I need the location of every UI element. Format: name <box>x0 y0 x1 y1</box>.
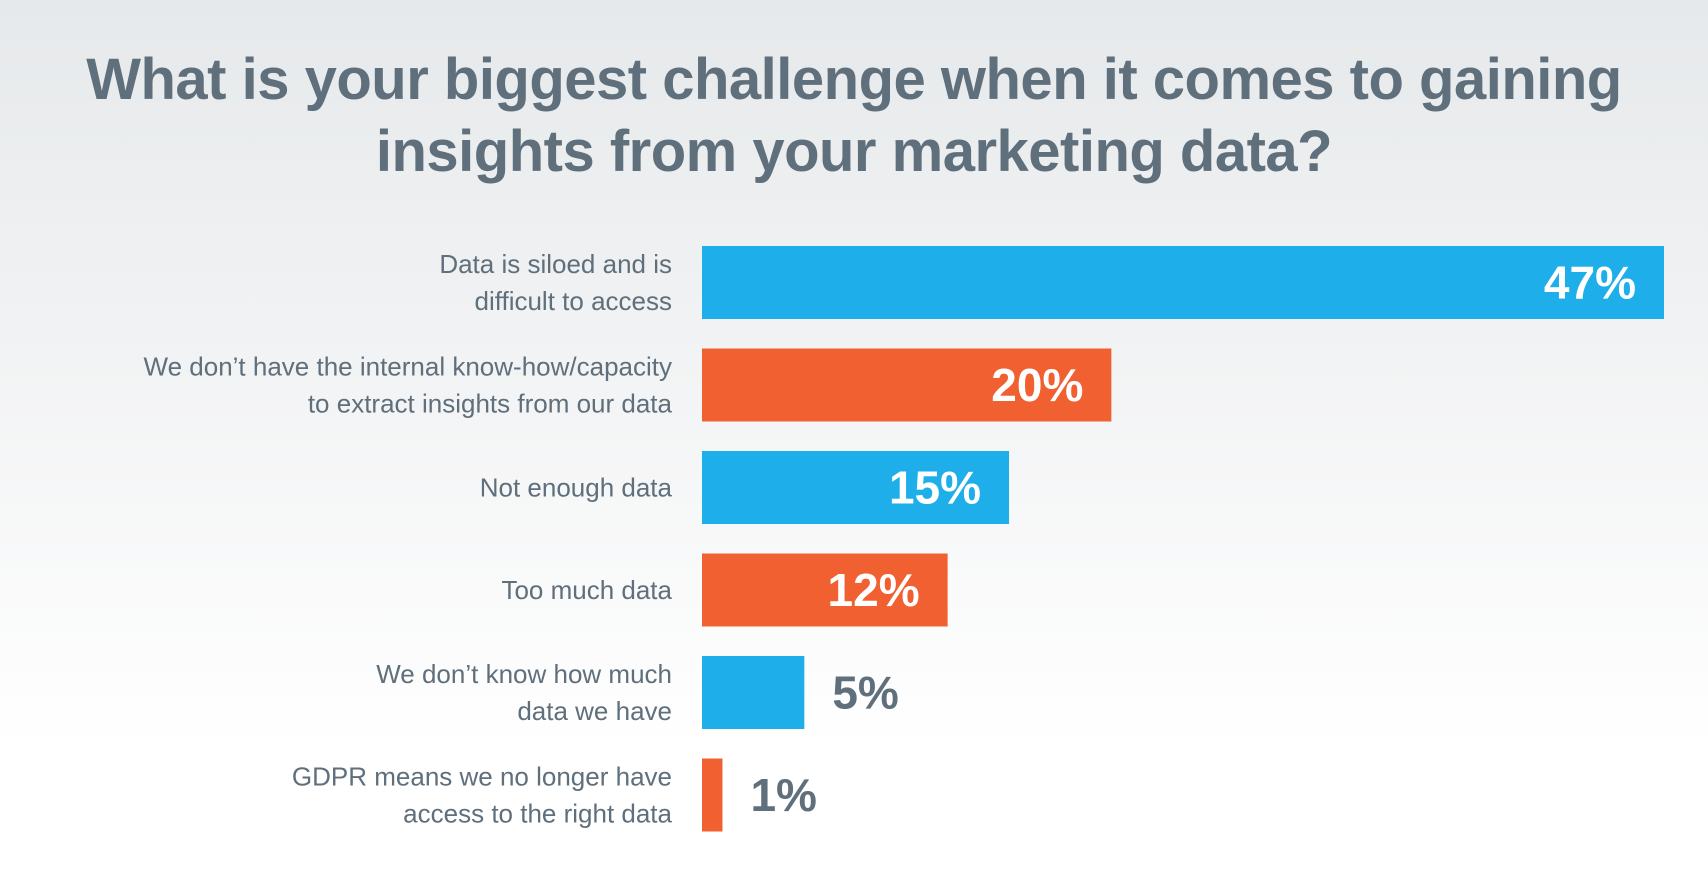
bar <box>702 656 805 729</box>
category-label: access to the right data <box>403 799 672 829</box>
category-label: We don’t have the internal know-how/capa… <box>144 352 672 382</box>
bar <box>702 553 948 627</box>
value-label: 1% <box>750 769 816 821</box>
bar-group: Not enough data 15% <box>480 451 1010 524</box>
chart-title: What is your biggest challenge when it c… <box>0 44 1708 188</box>
category-label: Too much data <box>501 575 672 605</box>
bar <box>702 758 723 832</box>
category-label: to extract insights from our data <box>308 389 673 419</box>
bar <box>702 348 1112 422</box>
category-label: We don’t know how much <box>376 659 672 689</box>
category-label: Data is siloed and is <box>439 249 672 279</box>
bar <box>702 246 1664 319</box>
category-label: data we have <box>517 696 672 726</box>
bar-group: Data is siloed and is difficult to access… <box>439 246 1664 319</box>
value-label: 47% <box>1544 257 1636 309</box>
chart-title-line-1: What is your biggest challenge when it c… <box>86 47 1622 112</box>
value-label: 20% <box>991 359 1083 411</box>
category-label: GDPR means we no longer have <box>292 762 672 792</box>
value-label: 12% <box>828 564 920 616</box>
value-label: 15% <box>889 462 981 514</box>
value-label: 5% <box>832 667 898 719</box>
bar-group: GDPR means we no longer have access to th… <box>292 758 817 832</box>
chart-title-line-2: insights from your marketing data? <box>375 119 1333 184</box>
bar-group: We don’t have the internal know-how/capa… <box>144 348 1112 422</box>
bar <box>702 451 1010 524</box>
category-label: Not enough data <box>480 473 673 503</box>
bar-group: Too much data 12% <box>501 553 948 627</box>
bar-group: We don’t know how much data we have 5% <box>376 656 899 729</box>
category-label: difficult to access <box>474 286 672 316</box>
